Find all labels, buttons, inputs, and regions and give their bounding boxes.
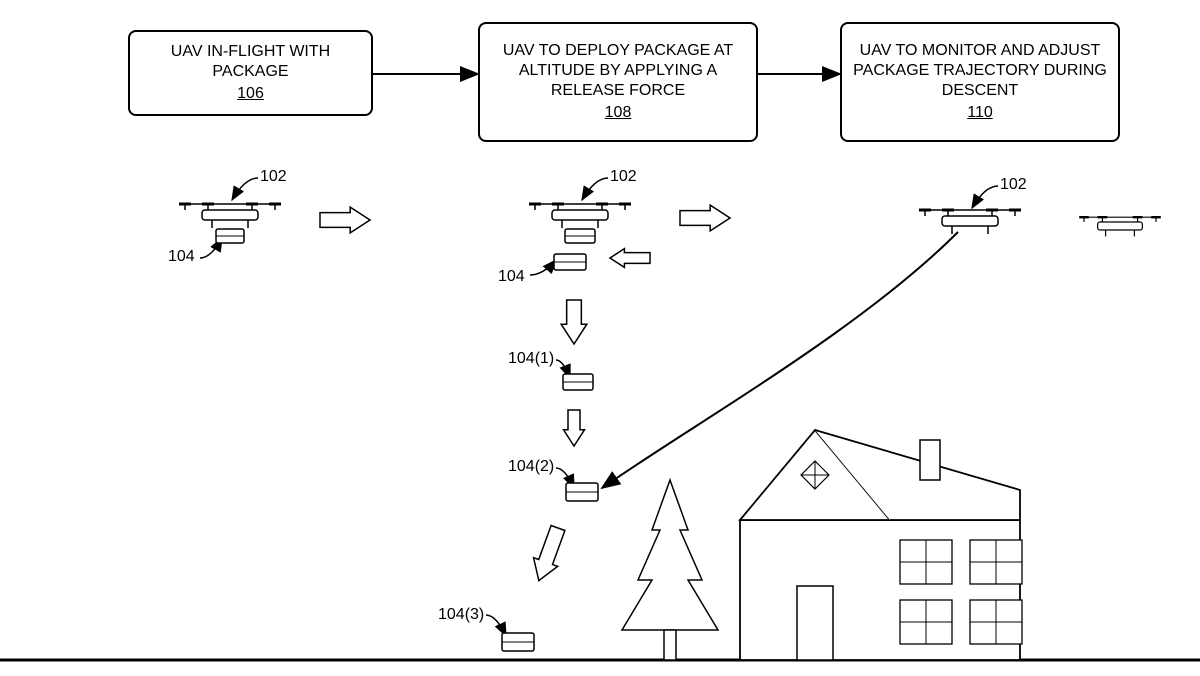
ref-104-3: 104(3): [438, 606, 484, 624]
flow-box-110: UAV TO MONITOR AND ADJUST PACKAGE TRAJEC…: [840, 22, 1120, 142]
flow-box-108: UAV TO DEPLOY PACKAGE AT ALTITUDE BY APP…: [478, 22, 758, 142]
flow-box-108-text: UAV TO DEPLOY PACKAGE AT ALTITUDE BY APP…: [490, 41, 746, 101]
flow-box-110-text: UAV TO MONITOR AND ADJUST PACKAGE TRAJEC…: [852, 41, 1108, 101]
ref-104-1: 104(1): [508, 350, 554, 368]
flow-box-106-ref: 106: [140, 84, 361, 104]
ref-104-a: 104: [168, 248, 195, 266]
ref-104-2: 104(2): [508, 458, 554, 476]
ref-102-c: 102: [1000, 176, 1027, 194]
patent-diagram: UAV IN-FLIGHT WITH PACKAGE 106 UAV TO DE…: [0, 0, 1200, 676]
ref-104-b: 104: [498, 268, 525, 286]
flow-box-108-ref: 108: [490, 103, 746, 123]
ref-102-b: 102: [610, 168, 637, 186]
flow-box-110-ref: 110: [852, 103, 1108, 123]
flow-box-106-text: UAV IN-FLIGHT WITH PACKAGE: [140, 42, 361, 82]
flow-box-106: UAV IN-FLIGHT WITH PACKAGE 106: [128, 30, 373, 116]
ref-102-a: 102: [260, 168, 287, 186]
